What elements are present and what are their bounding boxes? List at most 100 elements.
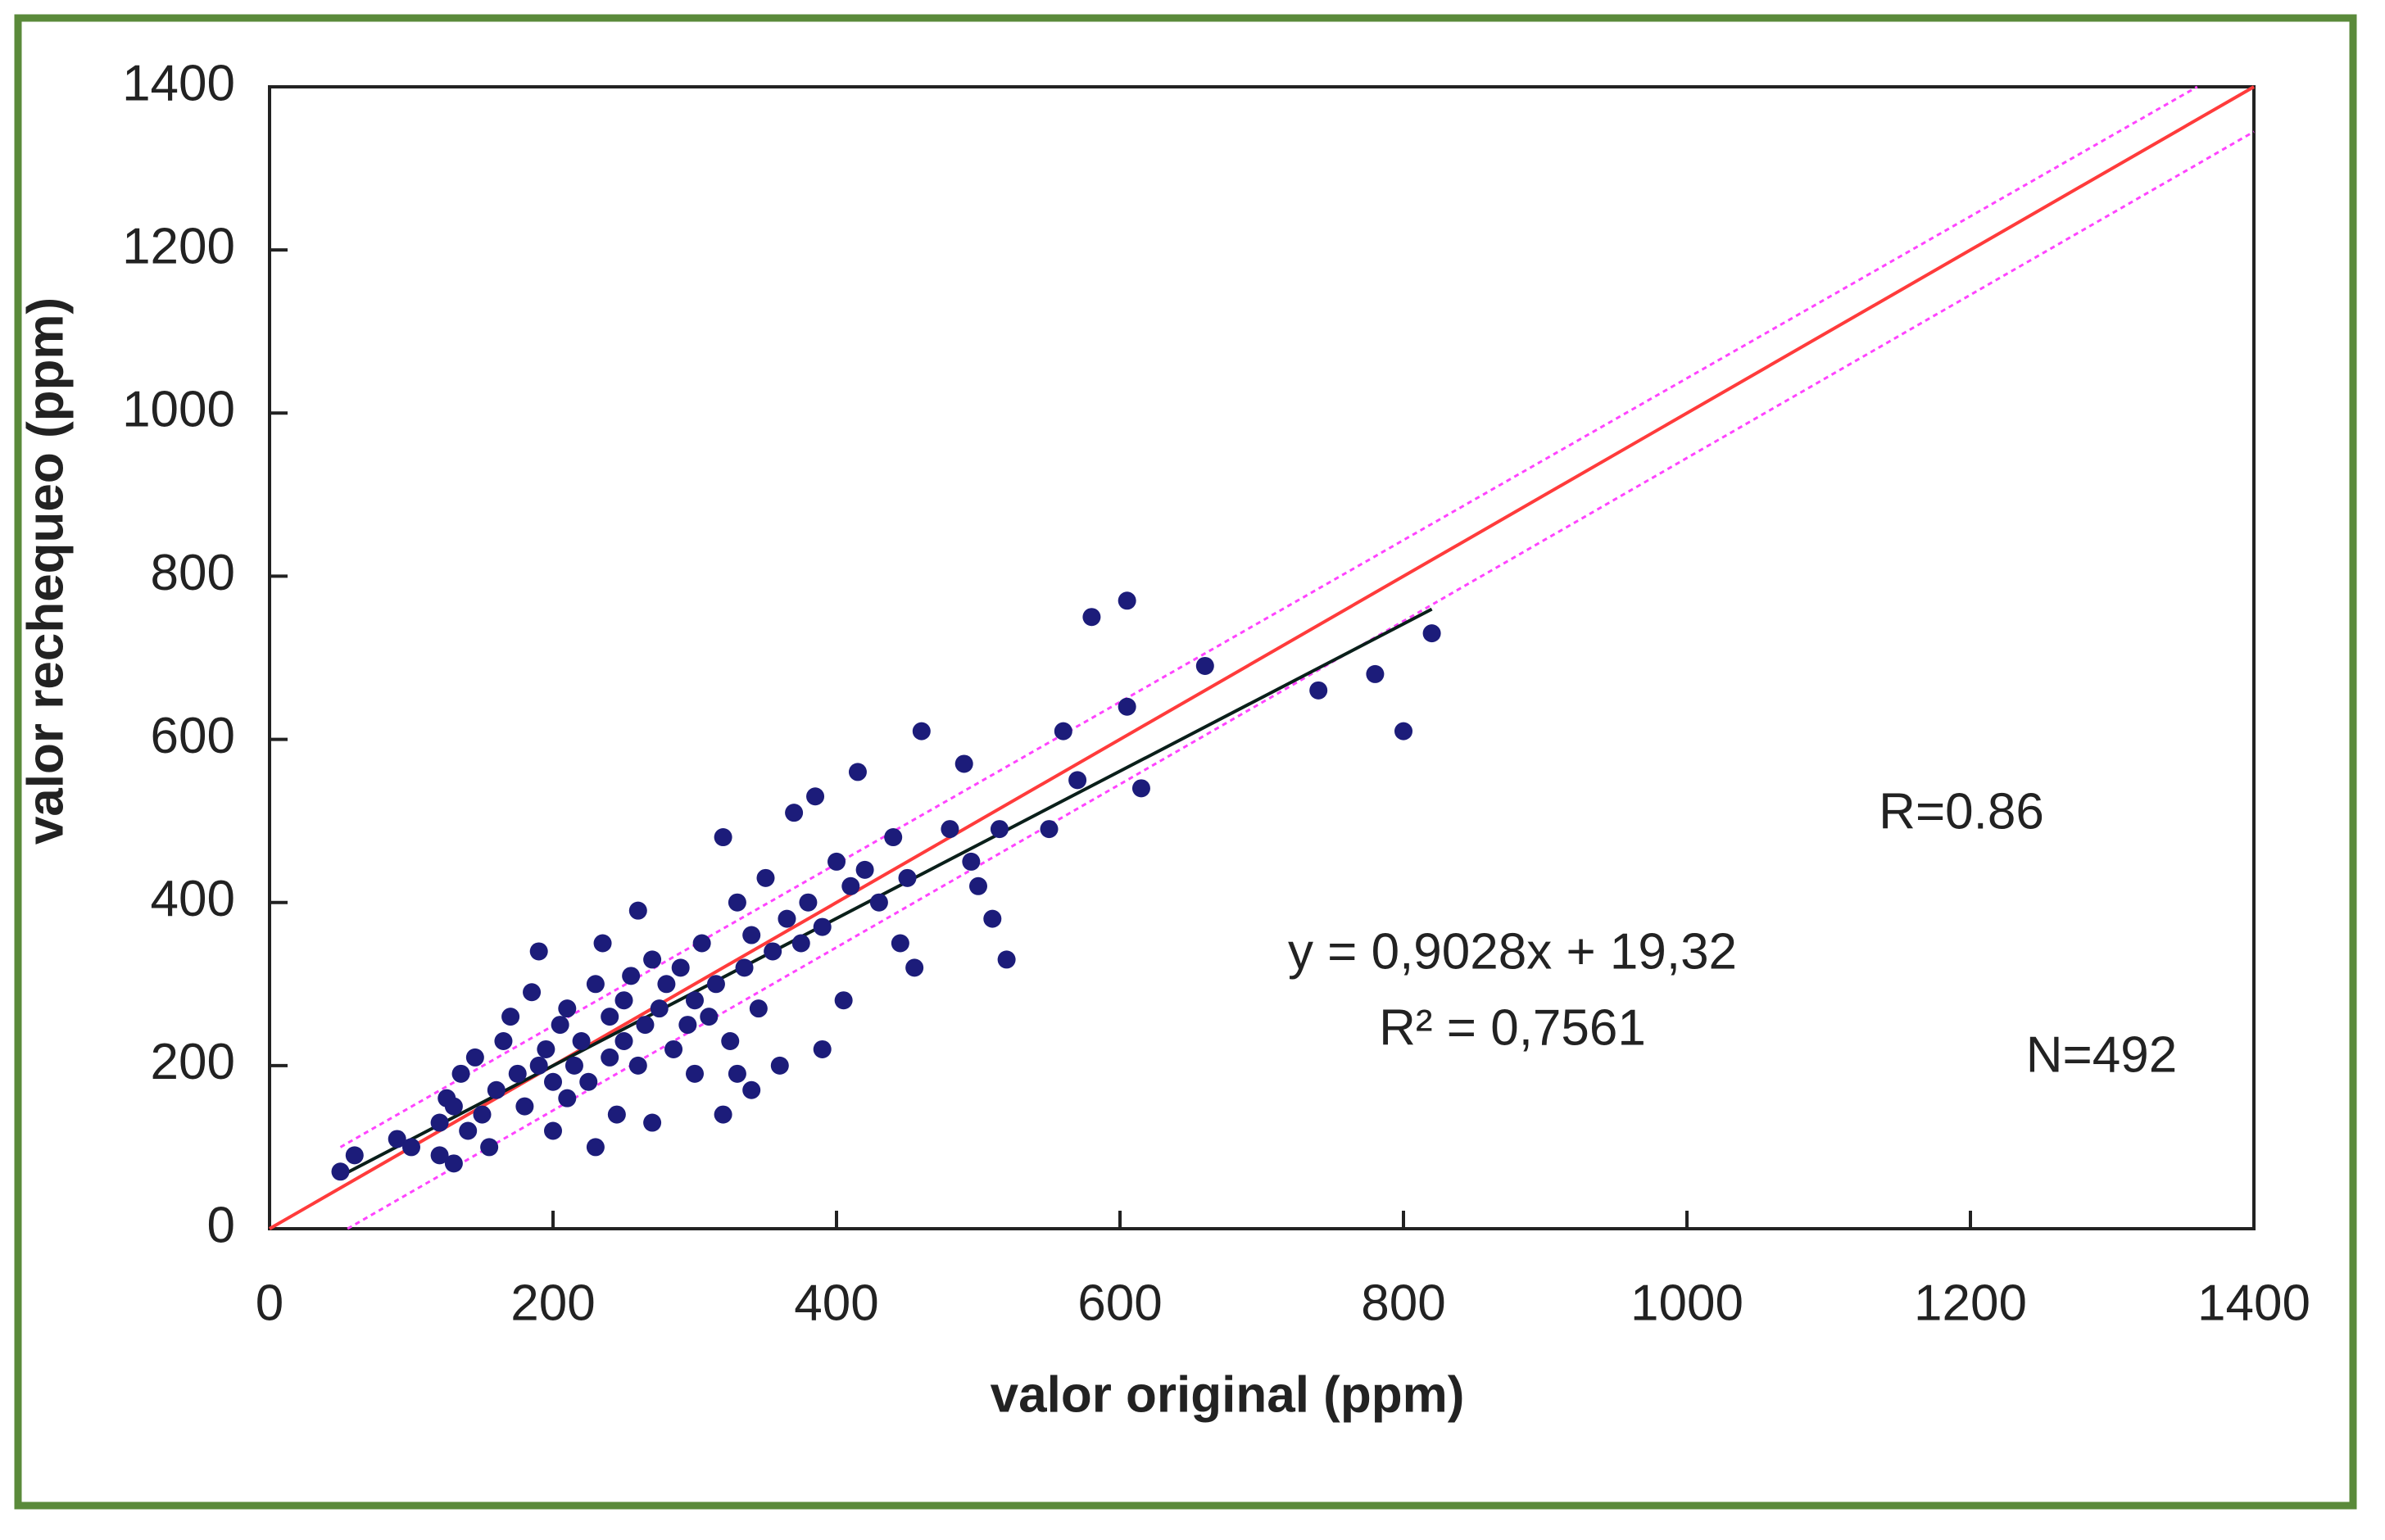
point <box>714 828 732 847</box>
point <box>565 1056 583 1075</box>
y-tick-label: 400 <box>151 871 235 927</box>
point <box>954 754 973 773</box>
point <box>806 787 825 806</box>
point <box>331 1162 350 1181</box>
frame <box>14 14 2357 1510</box>
point <box>643 950 662 969</box>
x-tick-label: 1000 <box>1630 1275 1743 1331</box>
x-tick-label: 1200 <box>1914 1275 2027 1331</box>
point <box>770 1056 789 1075</box>
point <box>430 1146 449 1165</box>
point <box>728 1064 746 1083</box>
point <box>1118 591 1136 610</box>
point <box>529 1056 548 1075</box>
point <box>601 1008 619 1026</box>
x-tick-label: 400 <box>794 1275 878 1331</box>
point <box>700 1008 719 1026</box>
point <box>686 1064 704 1083</box>
y-tick-label: 200 <box>151 1034 235 1090</box>
point <box>494 1031 513 1050</box>
reference-line <box>269 85 2255 1230</box>
point <box>614 1031 633 1050</box>
point <box>622 967 641 985</box>
point <box>501 1008 520 1026</box>
point <box>628 901 647 920</box>
point <box>607 1105 626 1124</box>
point <box>834 991 853 1010</box>
point <box>742 1080 761 1099</box>
point <box>544 1121 562 1140</box>
point <box>990 820 1009 839</box>
point <box>1366 664 1385 683</box>
y-tick-label: 600 <box>151 708 235 764</box>
point <box>451 1064 470 1083</box>
r-squared: R² = 0,7561 <box>1379 999 1646 1056</box>
reference-line <box>339 85 2198 1148</box>
plot-frame <box>268 85 2256 1230</box>
point <box>650 999 669 1018</box>
point <box>714 1105 732 1124</box>
point <box>1054 722 1072 741</box>
point <box>388 1130 406 1148</box>
point <box>969 876 987 895</box>
point <box>444 1097 463 1116</box>
y-tick-label: 0 <box>207 1197 235 1253</box>
point <box>551 1016 569 1035</box>
point <box>657 975 676 994</box>
point <box>402 1138 420 1157</box>
point <box>345 1146 364 1165</box>
point <box>586 1138 605 1157</box>
point <box>487 1080 506 1099</box>
point <box>898 868 917 887</box>
point <box>686 991 704 1010</box>
point <box>764 942 782 961</box>
y-tick-label: 800 <box>151 545 235 601</box>
point <box>941 820 959 839</box>
point <box>841 876 860 895</box>
point <box>664 1040 683 1058</box>
point <box>572 1031 591 1050</box>
point <box>544 1072 562 1091</box>
point <box>529 942 548 961</box>
point <box>749 999 768 1018</box>
point <box>728 893 746 912</box>
point <box>905 958 924 977</box>
point <box>515 1097 534 1116</box>
point <box>593 934 612 953</box>
point <box>459 1121 478 1140</box>
point <box>962 852 981 871</box>
y-axis-label: valor rechequeo (ppm) <box>17 297 74 845</box>
point <box>791 934 810 953</box>
point <box>444 1154 463 1173</box>
equation: y = 0,9028x + 19,32 <box>1288 923 1737 980</box>
point <box>799 893 818 912</box>
point <box>643 1113 662 1132</box>
point <box>692 934 711 953</box>
point <box>778 909 796 928</box>
point <box>1082 608 1101 627</box>
point <box>869 893 888 912</box>
point <box>480 1138 499 1157</box>
reference-line <box>339 607 1433 1178</box>
point <box>508 1064 527 1083</box>
point <box>983 909 1002 928</box>
point <box>473 1105 492 1124</box>
point <box>1118 697 1136 716</box>
point <box>1068 771 1087 790</box>
point <box>756 868 775 887</box>
point <box>1040 820 1059 839</box>
point <box>742 926 761 944</box>
point <box>891 934 909 953</box>
point <box>671 958 690 977</box>
point <box>1309 681 1328 700</box>
point <box>614 991 633 1010</box>
x-tick-label: 200 <box>510 1275 595 1331</box>
point <box>430 1113 449 1132</box>
point <box>912 722 931 741</box>
x-axis-label: valor original (ppm) <box>991 1366 1465 1423</box>
point <box>465 1048 484 1067</box>
point <box>628 1056 647 1075</box>
point <box>735 958 754 977</box>
n-value: N=492 <box>2026 1026 2177 1083</box>
